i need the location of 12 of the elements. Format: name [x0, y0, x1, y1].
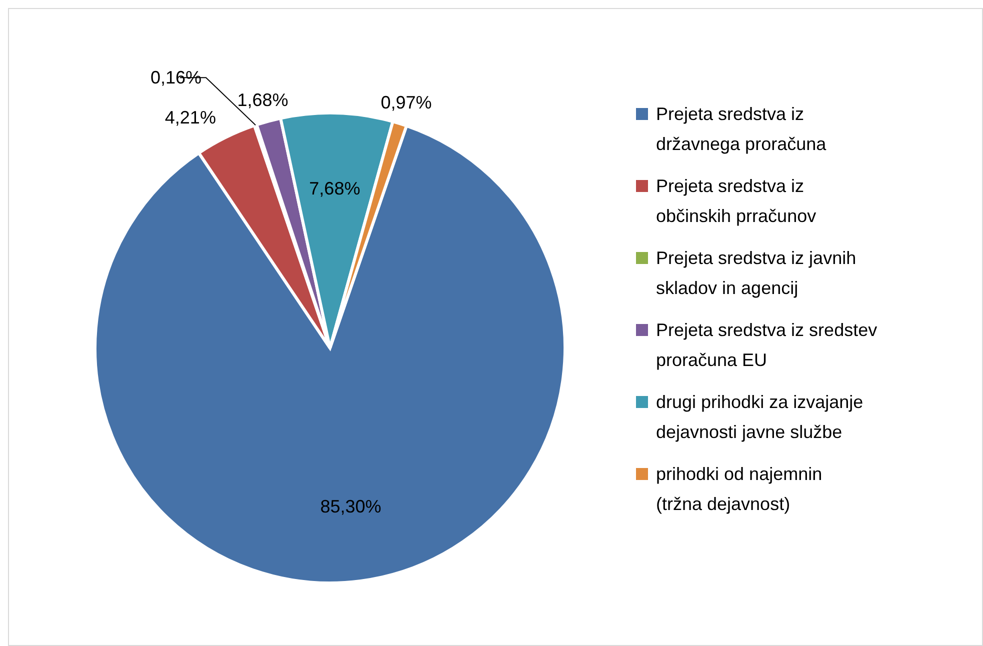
legend-label: Prejeta sredstva iz sredstev proračuna EU — [656, 320, 878, 370]
legend-label: Prejeta sredstva iz državnega proračuna — [656, 104, 828, 154]
legend-label: drugi prihodki za izvajanje dejavnosti javne službe — [656, 392, 864, 442]
data-label: 85,30% — [320, 496, 382, 516]
data-label: 4,21% — [164, 108, 216, 128]
data-label: 0,97% — [380, 92, 432, 113]
legend-label: prihodki od najemnin (tržna dejavnost) — [656, 464, 822, 514]
data-label: 7,68% — [309, 178, 360, 198]
data-label: 0,16% — [150, 68, 202, 88]
legend-label: Prejeta sredstva iz javnih skladov in agencij — [656, 248, 856, 298]
legend-label: Prejeta sredstva iz občinskih prračunov — [656, 176, 816, 226]
data-label: 1,68% — [237, 90, 288, 110]
